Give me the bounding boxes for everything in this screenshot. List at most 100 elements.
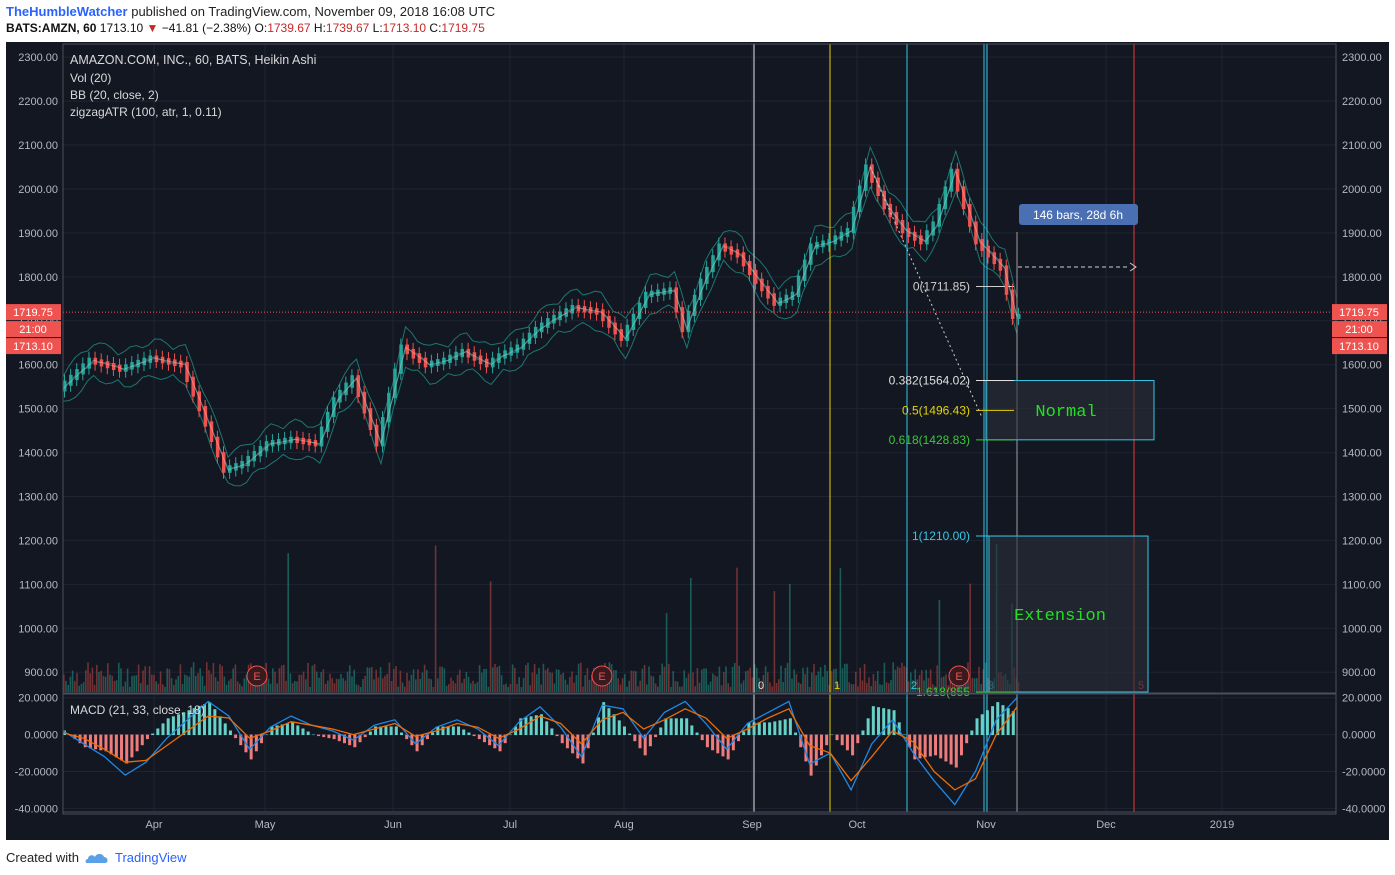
earnings-icon	[591, 665, 613, 687]
macd-histogram-bar	[633, 734, 637, 742]
price-tag-left	[6, 321, 61, 338]
volume-bar	[553, 683, 556, 692]
volume-bar	[192, 662, 195, 692]
y-tick-label-left: 1100.00	[19, 579, 58, 591]
price-tag-right	[1332, 304, 1387, 321]
volume-bar	[676, 681, 679, 692]
volume-bar	[793, 669, 795, 692]
volume-bar	[494, 664, 496, 692]
volume-bar	[140, 683, 142, 692]
volume-bar	[406, 672, 408, 692]
macd-histogram-bar	[482, 734, 486, 743]
candle-body	[325, 411, 330, 432]
volume-bar	[186, 675, 188, 692]
volume-bar	[685, 677, 688, 692]
volume-bar	[769, 682, 771, 692]
volume-bar	[586, 668, 589, 692]
volume-bar	[747, 670, 749, 692]
volume-bar	[375, 669, 377, 692]
volume-bar	[443, 668, 446, 692]
volume-bar	[476, 682, 479, 692]
volume-bar	[421, 672, 424, 692]
volume-bar	[362, 679, 364, 692]
macd-histogram-bar	[711, 734, 715, 751]
volume-bar	[197, 673, 199, 692]
volume-bar	[269, 683, 272, 692]
volume-bar	[652, 676, 655, 692]
macd-histogram-bar	[202, 704, 206, 736]
volume-bar	[177, 676, 179, 692]
fib-label: 1(1210.00)	[912, 529, 970, 543]
candle-body	[784, 294, 789, 303]
candle-body	[919, 235, 923, 245]
candle-body	[264, 441, 269, 452]
macd-histogram-bar	[477, 734, 481, 740]
volume-bar	[324, 683, 327, 692]
volume-bar	[745, 671, 747, 692]
volume-bar	[148, 666, 151, 692]
candle-body	[429, 360, 434, 368]
volume-bar	[307, 662, 309, 692]
volume-bar	[320, 672, 322, 692]
macd-histogram-bar	[991, 706, 995, 736]
candle-body	[986, 245, 990, 258]
fib-levels: 0(1711.85) 0.382(1564.02) 0.5(1496.43) 0.61…	[889, 280, 1014, 699]
macd-histogram-bar	[944, 734, 948, 762]
macd-histogram-bar	[467, 732, 471, 736]
candle-body	[790, 291, 795, 300]
volume-bar	[692, 672, 694, 692]
macd-histogram-bar	[939, 734, 943, 759]
volume-bar	[294, 680, 296, 692]
volume-bar	[888, 683, 890, 692]
volume-bar	[461, 682, 463, 692]
volume-bar	[650, 675, 652, 692]
volume-bar	[868, 677, 870, 692]
macd-histogram-bar	[187, 710, 191, 736]
volume-bar	[551, 672, 553, 692]
candle-body	[558, 311, 562, 321]
volume-bar	[723, 672, 725, 692]
macd-histogram-bar	[441, 726, 445, 736]
volume-bar	[648, 666, 650, 692]
volume-bar	[399, 670, 402, 692]
volume-bar	[439, 666, 441, 692]
earnings-label: E	[598, 671, 605, 683]
high-label: H:	[313, 21, 326, 35]
macd-tick-label-left: -40.0000	[15, 803, 58, 815]
volume-bar	[736, 567, 738, 692]
macd-tick-label-left: 20.0000	[18, 693, 58, 705]
candle-body	[900, 220, 905, 234]
volume-bar	[316, 671, 318, 692]
volume-bar	[833, 669, 835, 692]
volume-bar	[272, 668, 274, 692]
y-tick-label-right: 1800.00	[1342, 272, 1382, 284]
author-link[interactable]: TheHumbleWatcher	[6, 4, 128, 19]
volume-bar	[588, 679, 591, 692]
volume-bar	[778, 679, 780, 692]
volume-bar	[131, 675, 133, 692]
candle-body	[705, 266, 709, 284]
volume-bar	[984, 662, 987, 692]
volume-bar	[661, 663, 663, 692]
volume-bar	[430, 679, 432, 692]
volume-bar	[357, 685, 360, 692]
candle-body	[99, 359, 104, 367]
macd-histogram-bar	[462, 729, 466, 736]
macd-histogram-bar	[628, 733, 632, 736]
candle-body	[1004, 265, 1009, 295]
volume-bar	[258, 683, 261, 692]
normal-zone-label: Normal	[1035, 403, 1096, 422]
volume-bar	[577, 663, 580, 692]
volume-bar	[195, 675, 197, 692]
last-price: 1713.10	[99, 21, 144, 35]
candle-body	[185, 362, 189, 382]
tradingview-link[interactable]: TradingView	[114, 850, 187, 865]
volume-bar	[899, 667, 901, 692]
volume-bar	[454, 683, 457, 692]
volume-bar	[672, 671, 674, 692]
volume-bar	[333, 683, 336, 692]
volume-bar	[181, 683, 184, 692]
volume-bar	[395, 665, 397, 692]
volume-bar	[621, 678, 624, 692]
